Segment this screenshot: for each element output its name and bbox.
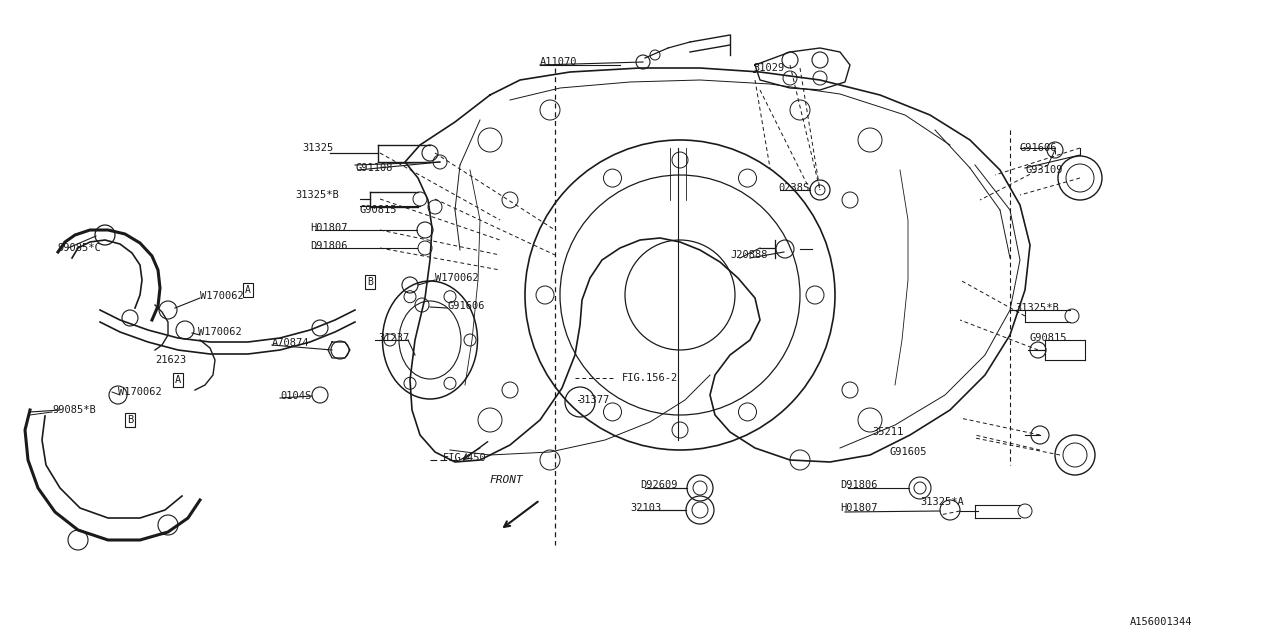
- Text: G90815: G90815: [1030, 333, 1068, 343]
- Text: 99085*C: 99085*C: [58, 243, 101, 253]
- Text: A156001344: A156001344: [1130, 617, 1193, 627]
- Text: 21623: 21623: [155, 355, 187, 365]
- Text: A: A: [244, 285, 251, 295]
- Text: FIG.156-2: FIG.156-2: [622, 373, 678, 383]
- Text: 31325*A: 31325*A: [920, 497, 964, 507]
- Text: G90815: G90815: [360, 205, 398, 215]
- Text: G91606: G91606: [448, 301, 485, 311]
- Text: G91605: G91605: [890, 447, 928, 457]
- Text: 0238S: 0238S: [778, 183, 809, 193]
- Text: 0104S: 0104S: [280, 391, 311, 401]
- Text: G91108: G91108: [355, 163, 393, 173]
- Text: A: A: [175, 375, 182, 385]
- Text: W170062: W170062: [118, 387, 161, 397]
- Text: 31237: 31237: [378, 333, 410, 343]
- Text: B: B: [127, 415, 133, 425]
- Text: 31325*B: 31325*B: [1015, 303, 1059, 313]
- Text: 31029: 31029: [753, 63, 785, 73]
- Text: D91806: D91806: [310, 241, 347, 251]
- Text: 99085*B: 99085*B: [52, 405, 96, 415]
- Text: W170062: W170062: [198, 327, 242, 337]
- Text: 31377: 31377: [579, 395, 609, 405]
- Text: G91606: G91606: [1020, 143, 1057, 153]
- Text: A70874: A70874: [273, 338, 310, 348]
- Text: H01807: H01807: [840, 503, 878, 513]
- Text: H01807: H01807: [310, 223, 347, 233]
- Text: 32103: 32103: [630, 503, 662, 513]
- Text: G93109: G93109: [1025, 165, 1062, 175]
- Text: W170062: W170062: [435, 273, 479, 283]
- Text: 35211: 35211: [872, 427, 904, 437]
- Text: FRONT: FRONT: [490, 475, 524, 485]
- Text: B: B: [367, 277, 372, 287]
- Text: FIG.450: FIG.450: [443, 453, 486, 463]
- Text: 31325*B: 31325*B: [294, 190, 339, 200]
- Text: A11070: A11070: [540, 57, 577, 67]
- Text: J20888: J20888: [730, 250, 768, 260]
- Text: W170062: W170062: [200, 291, 243, 301]
- Text: D92609: D92609: [640, 480, 677, 490]
- Text: D91806: D91806: [840, 480, 878, 490]
- Text: 31325: 31325: [302, 143, 333, 153]
